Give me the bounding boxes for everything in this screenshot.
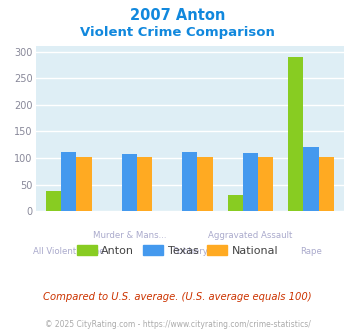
Bar [182,151,197,211]
Bar [61,151,76,211]
Text: 2007 Anton: 2007 Anton [130,8,225,23]
Bar [304,147,319,211]
Bar [197,157,213,211]
Text: © 2025 CityRating.com - https://www.cityrating.com/crime-statistics/: © 2025 CityRating.com - https://www.city… [45,320,310,329]
Text: Violent Crime Comparison: Violent Crime Comparison [80,26,275,39]
Text: Murder & Mans...: Murder & Mans... [93,231,166,240]
Bar [319,157,334,211]
Text: Compared to U.S. average. (U.S. average equals 100): Compared to U.S. average. (U.S. average … [43,292,312,302]
Bar [258,157,273,211]
Text: Rape: Rape [300,247,322,256]
Legend: Anton, Texas, National: Anton, Texas, National [72,240,283,260]
Bar [228,195,243,211]
Bar [122,154,137,211]
Bar [243,153,258,211]
Bar [137,157,152,211]
Bar [288,57,304,211]
Bar [46,191,61,211]
Text: All Violent Crime: All Violent Crime [33,247,105,256]
Text: Robbery: Robbery [172,247,208,256]
Text: Aggravated Assault: Aggravated Assault [208,231,293,240]
Bar [76,157,92,211]
